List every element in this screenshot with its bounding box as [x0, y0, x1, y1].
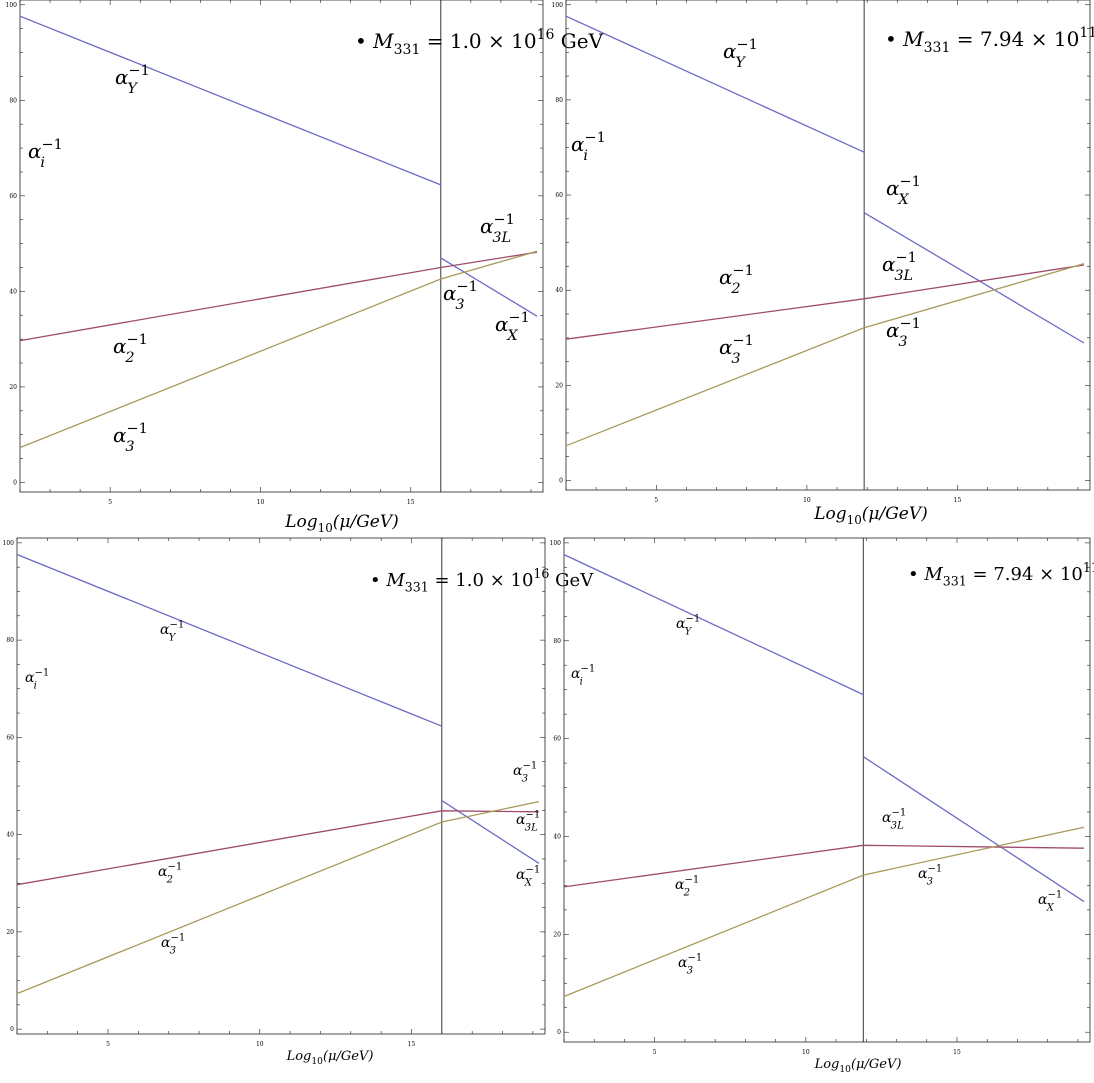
x-tick-label: 5	[106, 1041, 110, 1048]
series-line-1	[863, 212, 1085, 344]
curve-label-i: α−1 i	[28, 137, 63, 171]
y-tick-label: 60	[555, 192, 563, 199]
series-line-3	[563, 826, 1085, 998]
chart-panel-bottom-left: 5 10 15 0 20 40 60 80 100 α−1 Y α−1 i α−1 3 α−1 3L α−1 X α−…	[3, 537, 594, 1067]
x-axis-label: Log10(μ/GeV)	[814, 1057, 902, 1075]
y-tick-label: 40	[9, 288, 17, 295]
mass-annotation: • M331 = 7.94 × 1011 GeV	[885, 25, 1094, 56]
x-tick-label: 15	[408, 1041, 416, 1048]
curve-label-y: α−1 Y	[676, 614, 700, 638]
curve-label-3: α−1 3	[719, 333, 754, 367]
x-tick-label: 5	[108, 499, 112, 506]
curve-label-x: α−1 X	[886, 174, 921, 208]
mass-annotation: • M331 = 1.0 × 1016 GeV	[355, 27, 604, 58]
curve-label-x: α−1 X	[495, 310, 530, 344]
series-line-2	[565, 264, 1085, 340]
y-tick-label: 0	[10, 1026, 14, 1033]
series-line-2	[19, 251, 538, 342]
curve-label-3: α−1 3	[443, 279, 478, 313]
curve-label-3l: α−1 3L	[882, 250, 917, 284]
y-tick-label: 80	[6, 637, 14, 644]
curve-label-3: α−1 3	[513, 761, 537, 785]
x-tick-label: 15	[954, 497, 962, 504]
y-tick-label: 80	[555, 97, 563, 104]
y-tick-label: 100	[552, 2, 564, 9]
series-line-0	[563, 554, 864, 696]
mass-annotation: • M331 = 1.0 × 1016 GeV	[370, 566, 594, 595]
y-tick-label: 60	[9, 193, 17, 200]
y-tick-label: 20	[553, 931, 561, 938]
y-tick-label: 20	[9, 384, 17, 391]
plot-frame	[565, 0, 1091, 491]
x-tick-label: 15	[953, 1049, 961, 1056]
y-tick-label: 80	[9, 97, 17, 104]
y-tick-label: 0	[557, 1029, 561, 1036]
curve-label-3: α−1 3	[678, 953, 702, 977]
series-line-1	[440, 257, 538, 317]
curve-label-3: α−1 3	[113, 421, 148, 455]
plot-frame	[19, 0, 544, 493]
series-line-0	[19, 15, 442, 186]
series-line-1	[862, 756, 1085, 903]
y-tick-label: 40	[553, 833, 561, 840]
curve-label-i: α−1 i	[571, 130, 606, 164]
curve-label-i: α−1 i	[25, 668, 49, 692]
series-line-2	[16, 810, 539, 886]
series-line-2	[563, 844, 1085, 888]
chart-panel-top-right: 5 10 15 0 20 40 60 80 100 α−1 Y α−1 i α−1 X α−1 3L α−1 2 α−…	[552, 0, 1094, 527]
series-line-3	[19, 250, 538, 449]
curve-label-2: α−1 2	[675, 875, 699, 899]
curve-label-3: α−1 3	[886, 316, 921, 350]
curve-label-3l: α−1 3L	[516, 810, 540, 834]
curve-label-3: α−1 3	[161, 933, 185, 957]
series-line-0	[565, 15, 865, 153]
series-line-0	[16, 553, 443, 727]
series-line-3	[565, 262, 1085, 447]
x-axis-label: Log10(μ/GeV)	[284, 512, 399, 535]
y-tick-label: 60	[553, 736, 561, 743]
y-tick-label: 20	[555, 382, 563, 389]
x-axis-label: Log10(μ/GeV)	[813, 504, 928, 527]
x-tick-label: 10	[257, 499, 265, 506]
y-tick-label: 80	[553, 638, 561, 645]
x-tick-label: 10	[803, 497, 811, 504]
curve-label-3: α−1 3	[918, 864, 942, 888]
x-tick-label: 10	[256, 1041, 264, 1048]
x-tick-label: 15	[407, 499, 415, 506]
curve-label-2: α−1 2	[113, 332, 148, 366]
curve-label-3l: α−1 3L	[480, 212, 515, 246]
curve-label-2: α−1 2	[719, 263, 754, 297]
series-line-3	[16, 800, 540, 995]
y-tick-label: 20	[6, 929, 14, 936]
y-tick-label: 0	[559, 477, 563, 484]
curve-label-y: α−1 Y	[723, 37, 758, 71]
curve-label-3l: α−1 3L	[882, 808, 906, 832]
curve-label-y: α−1 Y	[115, 63, 150, 97]
x-tick-label: 10	[802, 1049, 810, 1056]
plot-frame	[563, 537, 1091, 1043]
mass-annotation: • M331 = 7.94 × 1011 GeV	[908, 560, 1094, 589]
y-tick-label: 100	[3, 540, 15, 547]
x-tick-label: 5	[653, 1049, 657, 1056]
y-tick-label: 100	[6, 2, 18, 9]
y-tick-label: 60	[6, 734, 14, 741]
y-tick-label: 100	[550, 540, 562, 547]
curve-label-x: α−1 X	[1038, 890, 1062, 914]
chart-panel-bottom-right: 5 10 15 0 20 40 60 80 100 α−1 Y α−1 i α−1 3L α−1 3 α−1 2 α−…	[550, 537, 1094, 1075]
y-tick-label: 40	[6, 832, 14, 839]
x-axis-label: Log10(μ/GeV)	[286, 1049, 374, 1067]
y-tick-label: 40	[555, 287, 563, 294]
curve-label-x: α−1 X	[516, 865, 540, 889]
x-tick-label: 5	[654, 497, 658, 504]
y-tick-label: 0	[13, 479, 17, 486]
curve-label-y: α−1 Y	[160, 620, 184, 644]
curve-label-i: α−1 i	[571, 664, 595, 688]
curve-label-2: α−1 2	[158, 862, 182, 886]
plot-frame	[16, 537, 546, 1035]
